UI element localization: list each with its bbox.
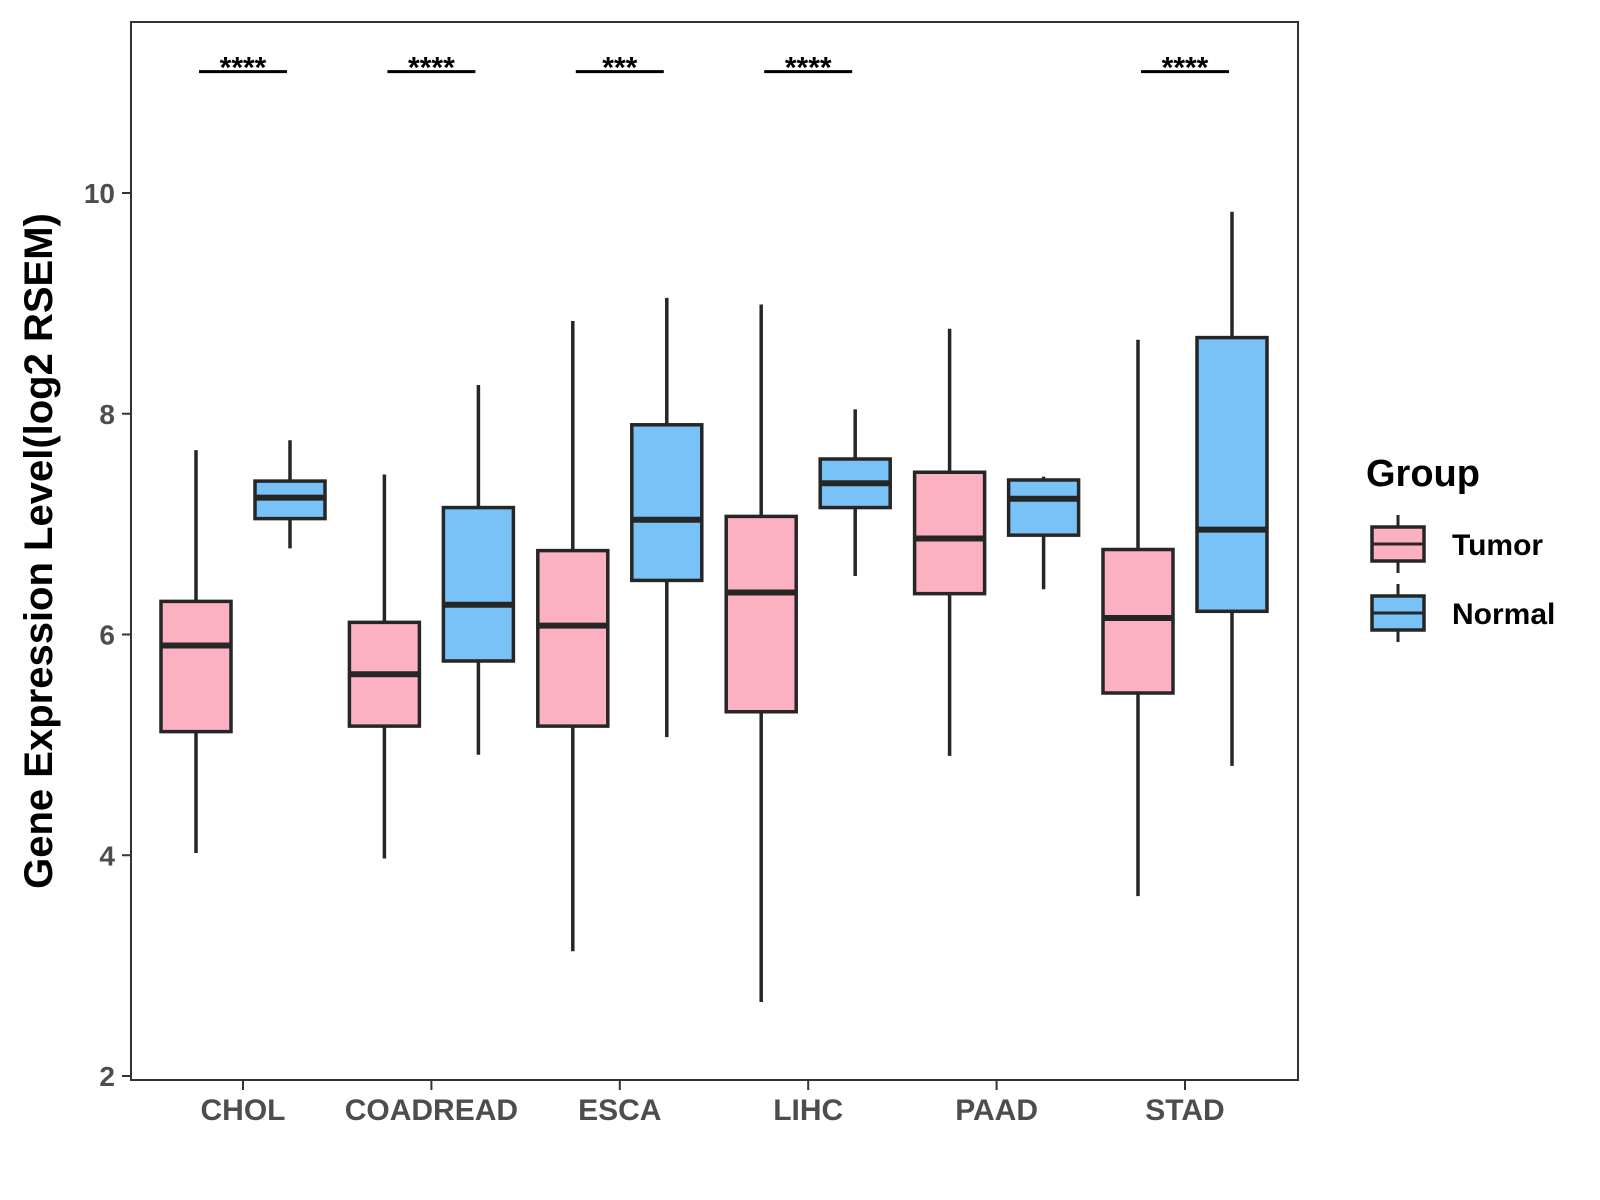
- box-tumor-chol: [159, 450, 233, 854]
- box-normal-lihc: [818, 409, 892, 577]
- box-iqr: [1195, 335, 1269, 614]
- x-tick-label: ESCA: [578, 1094, 661, 1127]
- box-normal-esca: [630, 297, 704, 738]
- box-tumor-paad: [912, 328, 987, 756]
- y-tick-label: 6: [99, 620, 115, 651]
- legend-label: Tumor: [1452, 529, 1543, 562]
- x-tick-label: LIHC: [773, 1094, 843, 1127]
- box-tumor-coadread: [347, 474, 422, 859]
- significance-esca: ***: [575, 52, 664, 85]
- legend-title: Group: [1366, 453, 1480, 495]
- y-axis-title: Gene Expression Level(log2 RSEM): [17, 213, 61, 889]
- plot-panel-border: [130, 21, 1299, 1081]
- box-normal-coadread: [441, 385, 516, 755]
- box-normal-paad: [1006, 476, 1081, 590]
- y-tick-label: 4: [99, 840, 115, 871]
- x-tick-label: COADREAD: [345, 1094, 518, 1127]
- significance-stad: ****: [1141, 52, 1229, 85]
- box-normal-chol: [253, 440, 327, 549]
- legend-label: Normal: [1452, 598, 1555, 631]
- box-tumor-lihc: [724, 304, 798, 1003]
- box-iqr: [1101, 547, 1175, 695]
- plot-layer: **** **** *** **** ****: [159, 52, 1269, 1003]
- significance-label: ****: [220, 52, 267, 85]
- y-tick-label: 8: [99, 399, 115, 430]
- significance-lihc: ****: [764, 52, 853, 85]
- box-tumor-stad: [1101, 339, 1175, 897]
- legend-entry-tumor: Tumor: [1370, 515, 1543, 573]
- y-tick-label: 2: [99, 1061, 115, 1092]
- box-iqr: [159, 599, 233, 734]
- legend-entry-normal: Normal: [1370, 584, 1555, 642]
- box-normal-stad: [1195, 211, 1269, 766]
- y-tick-label: 10: [84, 178, 115, 209]
- box-iqr: [912, 470, 987, 596]
- significance-coadread: ****: [387, 52, 476, 85]
- box-iqr: [630, 423, 704, 583]
- box-iqr: [441, 505, 516, 663]
- significance-label: ****: [408, 52, 455, 85]
- box-iqr: [724, 514, 798, 714]
- significance-label: ****: [1162, 52, 1209, 85]
- significance-label: ***: [602, 52, 637, 85]
- significance-label: ****: [785, 52, 832, 85]
- y-axis: 2 4 6 8 10: [84, 178, 131, 1092]
- x-axis: CHOL COADREAD ESCA LIHC PAAD STAD: [201, 1080, 1225, 1127]
- box-iqr: [536, 548, 610, 728]
- legend: Group Tumor Normal: [1366, 453, 1555, 642]
- x-tick-label: CHOL: [201, 1094, 286, 1127]
- x-tick-label: PAAD: [955, 1094, 1038, 1127]
- significance-chol: ****: [199, 52, 287, 85]
- x-tick-label: STAD: [1145, 1094, 1224, 1127]
- box-tumor-esca: [536, 321, 610, 952]
- box-iqr: [1006, 478, 1081, 537]
